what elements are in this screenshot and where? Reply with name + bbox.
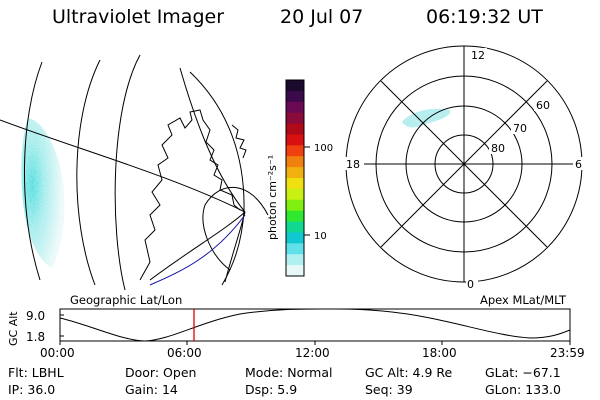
lat-arc-3 [189,71,245,286]
app-title: Ultraviolet Imager [52,6,225,28]
lat-arc-1 [76,59,101,286]
altitude-plot [59,308,571,345]
info-glat: GLat: −67.1 [485,365,561,380]
lat-arc-2 [114,54,141,290]
mlt-label-12: 12 [471,49,485,62]
y-tick-9: 9.0 [26,309,45,323]
plot-title-left: Geographic Lat/Lon [70,293,182,307]
colorbar-tick-10: 10 [314,231,327,242]
x-tick-1800: 18:00 [422,346,457,360]
info-flt: Flt: LBHL [8,365,64,380]
orbit-track [149,214,246,286]
colorbar-segment [286,188,304,201]
coastline [139,109,241,281]
x-tick-1200: 12:00 [295,346,330,360]
x-tick-0600: 06:00 [167,346,202,360]
y-tick-1.8: 1.8 [26,330,45,344]
mlt-label-18: 18 [346,158,360,171]
colorbar-segment [286,221,304,233]
lon-line-1 [0,119,246,213]
polar-plot [345,45,583,283]
colorbar-segment [286,210,304,223]
x-tick-2359: 23:59 [550,346,585,360]
info-glon: GLon: 133.0 [485,382,561,397]
x-tick-0000: 00:00 [40,346,75,360]
colorbar-segment [286,145,304,157]
colorbar-segment [286,101,304,114]
colorbar-segment [286,232,304,244]
earth-limb [24,61,43,281]
lon-line-2 [179,67,246,213]
info-gain: Gain: 14 [125,382,178,397]
mlt-label-6: 6 [575,158,582,171]
colorbar-tick-100: 100 [314,143,333,154]
lat-arc-4 [202,187,269,271]
date-label: 20 Jul 07 [280,6,364,28]
colorbar-segment [286,90,304,103]
colorbar-segment [286,134,304,146]
lat-label-80: 80 [491,142,505,155]
time-label: 06:19:32 UT [426,6,543,28]
colorbar-segment [286,167,304,179]
colorbar-segment [286,156,304,168]
info-door: Door: Open [125,365,197,380]
colorbar-segment [286,199,304,212]
colorbar-segment [286,80,304,92]
colorbar-segment [286,123,304,135]
aurora-emission-polar [402,108,451,128]
colorbar-segment [286,254,304,266]
colorbar-segment [286,243,304,255]
colorbar-frame [285,79,305,277]
colorbar [285,79,305,277]
mlt-label-0: 0 [467,278,474,291]
lon-line-4 [224,211,246,283]
info-gc-alt: GC Alt: 4.9 Re [365,365,453,380]
y-axis-label: GC Alt [7,311,20,346]
info-mode: Mode: Normal [245,365,333,380]
altitude-curve [59,308,571,342]
info-ip: IP: 36.0 [8,382,56,397]
info-dsp: Dsp: 5.9 [245,382,298,397]
colorbar-segment [286,112,304,125]
lat-label-60: 60 [536,99,550,112]
colorbar-label: photon cm⁻²s⁻¹ [266,155,279,240]
colorbar-segment [286,265,304,277]
lat-label-70: 70 [513,122,527,135]
lon-line-3 [149,211,246,281]
colorbar-segment [286,178,304,190]
plot-title-right: Apex MLat/MLT [480,293,567,307]
info-seq: Seq: 39 [365,382,413,397]
geographic-map [0,54,269,290]
